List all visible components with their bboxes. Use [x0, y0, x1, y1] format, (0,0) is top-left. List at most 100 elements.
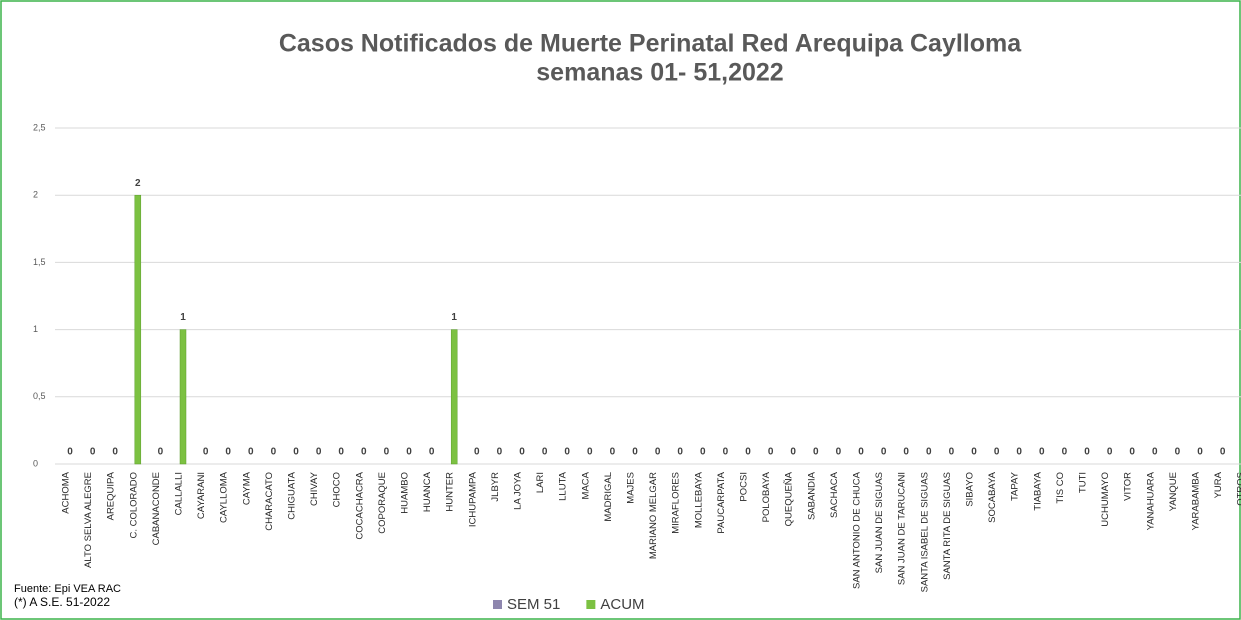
- x-tick-label: ALTO SELVA ALEGRE: [83, 472, 94, 568]
- data-label: 0: [971, 447, 977, 458]
- data-label: 0: [903, 447, 909, 458]
- x-tick-label: MAJES: [626, 472, 637, 504]
- x-tick-label: TAPAY: [1010, 471, 1021, 501]
- x-tick-label: VITOR: [1123, 472, 1134, 501]
- data-label: 0: [519, 447, 525, 458]
- x-tick-label: OTROS: [1236, 472, 1241, 506]
- y-tick-label: 0,5: [33, 391, 46, 401]
- data-label: 0: [271, 447, 277, 458]
- data-label: 1: [451, 312, 457, 323]
- bar: [134, 194, 142, 465]
- data-label: 0: [768, 447, 774, 458]
- legend-label: ACUM: [600, 596, 644, 613]
- x-tick-label: CAYLLOMA: [219, 471, 230, 523]
- x-tick-label: SIBAYO: [965, 472, 976, 507]
- x-tick-label: SAN JUAN DE SIGUAS: [874, 472, 885, 573]
- data-label: 0: [1084, 447, 1090, 458]
- data-label: 0: [836, 447, 842, 458]
- data-label: 1: [180, 312, 186, 323]
- data-label: 0: [926, 447, 932, 458]
- data-label: 0: [1220, 447, 1226, 458]
- data-label: 0: [1016, 447, 1022, 458]
- data-label: 0: [994, 447, 1000, 458]
- data-label: 0: [858, 447, 864, 458]
- data-label: 0: [225, 447, 231, 458]
- x-tick-label: SABANDIA: [806, 471, 817, 520]
- y-tick-label: 2,5: [33, 122, 46, 132]
- data-label: 0: [316, 447, 322, 458]
- data-label: 0: [790, 447, 796, 458]
- x-tick-label: POLOBAYA: [761, 471, 772, 522]
- data-label: 0: [881, 447, 887, 458]
- x-tick-label: C. COLORADO: [128, 472, 139, 539]
- x-tick-label: SACHACA: [829, 471, 840, 518]
- chart-subtitle: semanas 01- 51,2022: [536, 59, 783, 87]
- x-tick-label: TIS CO: [1055, 472, 1066, 504]
- data-label: 0: [67, 447, 73, 458]
- data-label: 0: [1107, 447, 1113, 458]
- x-tick-label: CHOCO: [332, 472, 343, 507]
- data-label: 0: [1175, 447, 1181, 458]
- data-label: 0: [1039, 447, 1045, 458]
- data-label: 0: [1152, 447, 1158, 458]
- bar: [179, 329, 187, 465]
- data-label: 0: [655, 447, 661, 458]
- data-label: 0: [338, 447, 344, 458]
- x-tick-label: CHIGUATA: [287, 471, 298, 519]
- x-tick-label: MADRIGAL: [603, 472, 614, 522]
- x-tick-label: POCSI: [739, 472, 750, 502]
- x-tick-label: CAYARANI: [196, 472, 207, 519]
- y-tick-label: 1: [33, 324, 38, 334]
- x-tick-label: CALLALLI: [174, 472, 185, 515]
- data-label: 0: [677, 447, 683, 458]
- bar: [450, 329, 458, 465]
- x-tick-label: CAYMA: [241, 471, 252, 505]
- data-label: 0: [745, 447, 751, 458]
- data-label: 0: [949, 447, 955, 458]
- data-label: 0: [1197, 447, 1203, 458]
- x-tick-label: ACHOMA: [61, 471, 72, 513]
- data-label: 0: [542, 447, 548, 458]
- x-tick-label: HUAMBO: [400, 472, 411, 514]
- x-tick-label: MOLLEBAYA: [693, 471, 704, 528]
- y-tick-label: 0: [33, 458, 38, 468]
- data-label: 0: [632, 447, 638, 458]
- x-tick-label: ICHUPAMPA: [467, 471, 478, 527]
- x-tick-label: SAN ANTONIO DE CHUCA: [852, 471, 863, 589]
- data-label: 0: [813, 447, 819, 458]
- x-tick-label: YANQUE: [1168, 472, 1179, 511]
- x-tick-label: HUANCA: [422, 471, 433, 512]
- data-label: 0: [723, 447, 729, 458]
- x-tick-label: PAUCARPATA: [716, 471, 727, 533]
- x-tick-label: JLBYR: [490, 472, 501, 502]
- legend-swatch: [586, 600, 596, 609]
- x-tick-label: MARIANO MELGAR: [648, 472, 659, 559]
- x-tick-label: CHIVAY: [309, 471, 320, 506]
- data-label: 0: [203, 447, 209, 458]
- y-tick-label: 1,5: [33, 257, 46, 267]
- x-tick-label: AREQUIPA: [106, 471, 117, 520]
- data-label: 0: [293, 447, 299, 458]
- x-tick-label: COPORAQUE: [377, 472, 388, 534]
- x-tick-label: LA JOYA: [513, 471, 524, 510]
- x-tick-label: HUNTER: [445, 472, 456, 512]
- chart-title: Casos Notificados de Muerte Perinatal Re…: [279, 30, 1022, 58]
- data-label: 0: [610, 447, 616, 458]
- x-tick-label: TIABAYA: [1032, 471, 1043, 510]
- data-label: 0: [429, 447, 435, 458]
- x-tick-label: QUEQUEÑA: [784, 471, 795, 526]
- data-label: 0: [587, 447, 593, 458]
- x-tick-label: COCACHACRA: [354, 471, 365, 539]
- data-label: 0: [1062, 447, 1068, 458]
- footnote: Fuente: Epi VEA RAC: [14, 583, 121, 595]
- x-tick-label: YANAHUARA: [1145, 471, 1156, 530]
- x-tick-label: LARI: [535, 472, 546, 493]
- data-label: 2: [135, 178, 141, 189]
- footnote: (*) A S.E. 51-2022: [14, 595, 110, 609]
- x-tick-label: SANTA ISABEL DE SIGUAS: [919, 472, 930, 592]
- data-label: 0: [564, 447, 570, 458]
- x-tick-label: TUTI: [1078, 472, 1089, 493]
- data-label: 0: [248, 447, 254, 458]
